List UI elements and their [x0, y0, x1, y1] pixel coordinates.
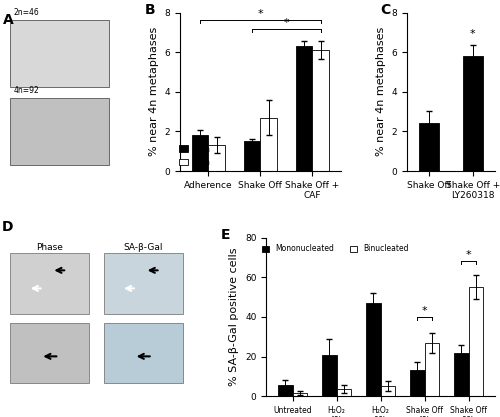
Text: Phase: Phase — [36, 243, 64, 252]
Bar — [278, 385, 292, 396]
Bar — [322, 354, 336, 396]
Bar — [104, 323, 182, 384]
Bar — [104, 254, 182, 314]
Bar — [468, 287, 483, 396]
Bar — [454, 352, 468, 396]
Bar — [366, 303, 380, 396]
Text: C: C — [380, 3, 390, 17]
Text: *: * — [466, 251, 471, 260]
Text: A: A — [3, 13, 13, 27]
Bar — [292, 393, 307, 396]
Text: *: * — [284, 18, 289, 28]
Bar — [260, 118, 277, 171]
Text: *: * — [258, 10, 263, 20]
Bar — [424, 343, 439, 396]
Text: SA-β-Gal: SA-β-Gal — [124, 243, 163, 252]
Text: 2n=46: 2n=46 — [14, 8, 40, 17]
Bar — [380, 386, 395, 396]
Legend: Mononucleated, Binucleated: Mononucleated, Binucleated — [258, 241, 412, 256]
Bar — [10, 254, 89, 314]
Bar — [10, 323, 89, 384]
Bar — [296, 46, 312, 171]
Text: D: D — [2, 221, 13, 234]
Text: B: B — [144, 3, 155, 17]
Bar — [312, 50, 329, 171]
Bar — [244, 141, 260, 171]
Text: 4n=92: 4n=92 — [14, 86, 40, 95]
Bar — [463, 56, 483, 171]
Text: E: E — [220, 228, 230, 242]
Y-axis label: % near 4n metaphases: % near 4n metaphases — [376, 27, 386, 156]
Text: *: * — [470, 29, 476, 39]
Bar — [419, 123, 438, 171]
Bar — [410, 370, 424, 396]
Bar — [192, 136, 208, 171]
Bar — [10, 20, 108, 87]
Bar — [208, 145, 225, 171]
Bar — [10, 98, 108, 165]
Y-axis label: % SA-β-Gal positive cells: % SA-β-Gal positive cells — [230, 248, 239, 386]
Bar — [336, 389, 351, 396]
Y-axis label: % near 4n metaphases: % near 4n metaphases — [149, 27, 159, 156]
Text: *: * — [422, 306, 428, 316]
Legend: 48h, 96h: 48h, 96h — [176, 141, 214, 170]
